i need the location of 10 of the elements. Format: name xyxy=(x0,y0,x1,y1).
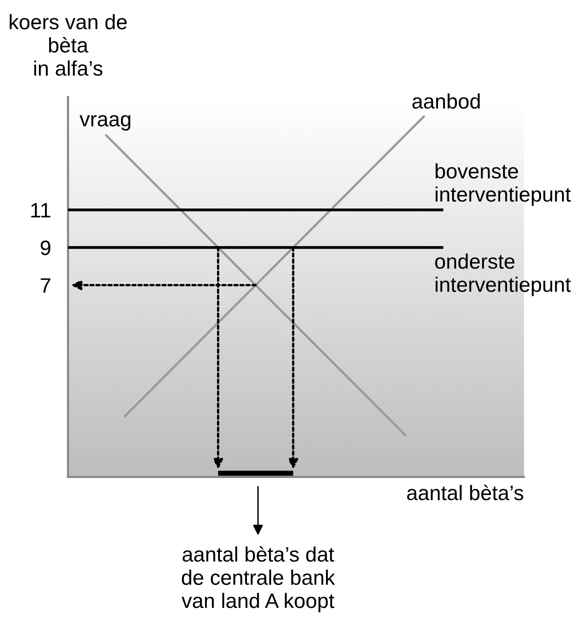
y-axis-title: koers van de bèta in alfa’s xyxy=(10,14,127,76)
series-label: vraag xyxy=(80,115,130,131)
y-tick-label: 9 xyxy=(40,240,50,256)
x-axis-title: aantal bèta’s xyxy=(407,484,524,500)
y-tick-label: 11 xyxy=(31,203,50,218)
series-label: aanbod xyxy=(412,93,480,109)
text: aantal bèta’s dat de centrale bank van land A koopt xyxy=(182,546,336,612)
series-label: onderste interventiepunt xyxy=(435,253,571,296)
series-label: bovenste interventiepunt xyxy=(436,163,571,206)
y-tick-label: 7 xyxy=(40,278,50,293)
